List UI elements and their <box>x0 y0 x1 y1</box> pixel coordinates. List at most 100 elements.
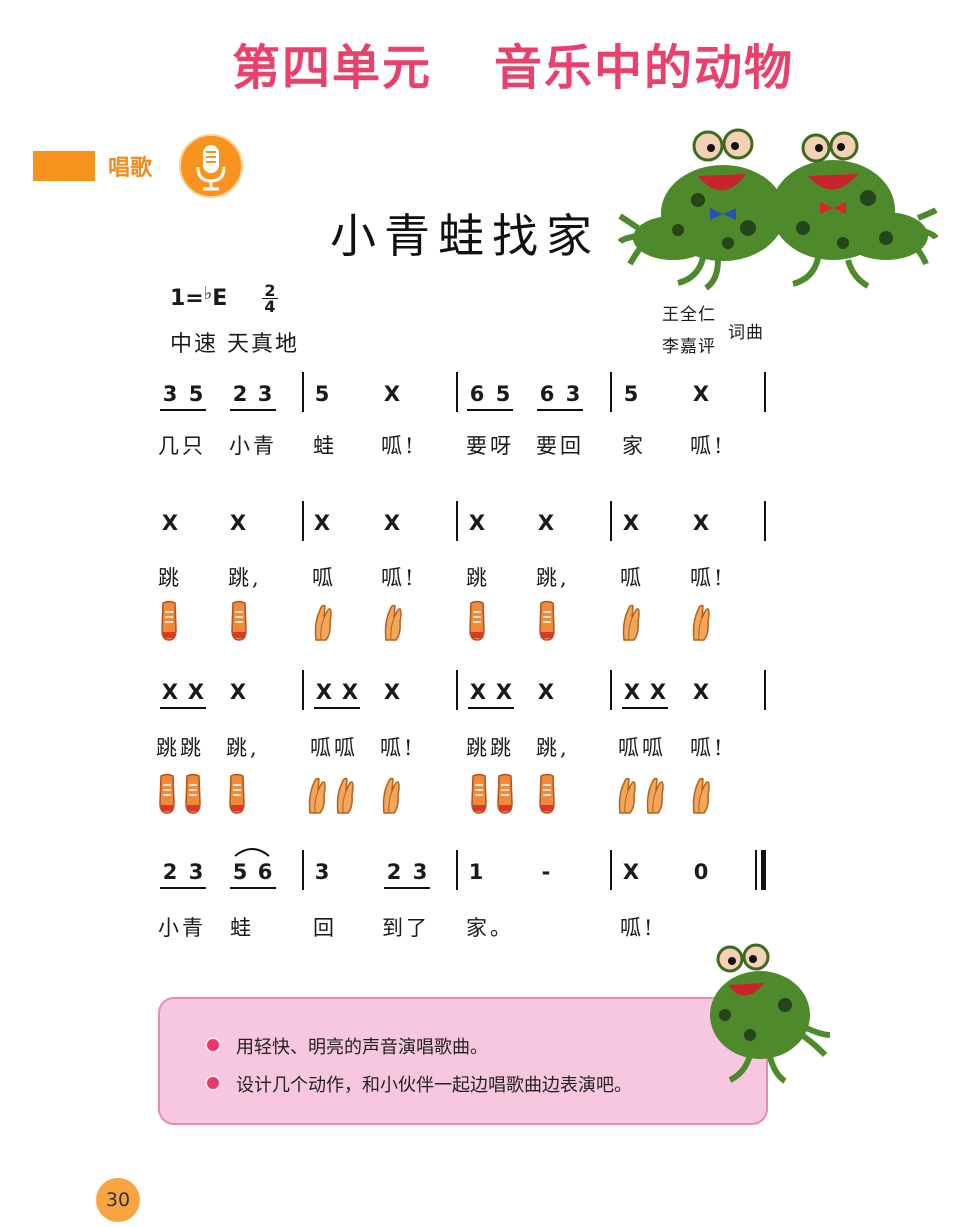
beam <box>622 707 668 709</box>
note: - <box>541 860 551 884</box>
lyric: 呱! <box>380 736 416 760</box>
note: X <box>622 511 640 535</box>
note: X <box>383 680 401 704</box>
note: X <box>383 382 401 406</box>
note: 6 <box>539 382 555 406</box>
section-bar <box>33 151 95 181</box>
barline <box>610 501 612 541</box>
tip-text: 用轻快、明亮的声音演唱歌曲。 <box>236 1037 488 1058</box>
note: X <box>341 680 359 704</box>
note: 2 <box>162 860 178 884</box>
lyric: 回 <box>313 916 337 940</box>
key-note: E <box>212 286 228 311</box>
time-signature: 2 4 <box>259 283 281 316</box>
beam <box>314 707 360 709</box>
note: X <box>313 511 331 535</box>
note: X <box>537 680 555 704</box>
note: 3 <box>412 860 428 884</box>
beam <box>230 887 276 889</box>
stomp-icon <box>229 773 245 814</box>
stomp-icon <box>469 600 485 641</box>
note: 5 <box>314 382 330 406</box>
clap-icon <box>618 777 636 814</box>
page-number: 30 <box>96 1178 140 1222</box>
stomp-icon <box>159 773 175 814</box>
lyric: 到了 <box>382 916 430 940</box>
stomp-icon <box>539 773 555 814</box>
lyric: 跳跳 <box>156 736 204 760</box>
beam <box>160 707 206 709</box>
note: X <box>229 680 247 704</box>
barline <box>456 372 458 412</box>
beam <box>160 887 206 889</box>
unit-title: 第四单元 音乐中的动物 <box>232 28 872 98</box>
lyric: 呱! <box>620 916 656 940</box>
flat-sign: ♭ <box>203 283 213 304</box>
note: 2 <box>232 382 248 406</box>
barline <box>764 372 766 412</box>
barline <box>610 670 612 710</box>
note: X <box>622 860 640 884</box>
stomp-icon <box>161 600 177 641</box>
note: 5 <box>623 382 639 406</box>
note: 1 <box>468 860 484 884</box>
lyric: 呱 <box>312 566 336 590</box>
tip-text: 设计几个动作，和小伙伴一起边唱歌曲边表演吧。 <box>236 1075 632 1096</box>
composer-name: 李嘉评 <box>662 337 716 357</box>
lyric: 蛙 <box>313 434 337 458</box>
stomp-icon <box>497 773 513 814</box>
lyric: 蛙 <box>230 916 254 940</box>
note: X <box>692 511 710 535</box>
stomp-icon <box>185 773 201 814</box>
beam <box>230 409 276 411</box>
note: X <box>692 382 710 406</box>
gesture-row-3 <box>0 773 968 819</box>
clap-icon <box>308 777 326 814</box>
note: 5 <box>188 382 204 406</box>
clap-icon <box>382 777 400 814</box>
tips-box: 用轻快、明亮的声音演唱歌曲。 设计几个动作，和小伙伴一起边唱歌曲边表演吧。 <box>158 997 768 1125</box>
lyric: 跳 <box>158 566 182 590</box>
section-label: 唱歌 <box>108 156 153 181</box>
note: X <box>383 511 401 535</box>
beam <box>384 887 430 889</box>
note: 5 <box>495 382 511 406</box>
note: X <box>161 511 179 535</box>
note: 3 <box>188 860 204 884</box>
lyric: 跳, <box>228 566 262 590</box>
note: X <box>537 511 555 535</box>
note: X <box>187 680 205 704</box>
lyric: 小青 <box>229 434 277 458</box>
clap-icon <box>384 604 402 641</box>
clap-icon <box>622 604 640 641</box>
note: 3 <box>257 382 273 406</box>
bullet-icon <box>205 1037 221 1053</box>
lyricist-name: 王全仁 <box>662 305 716 325</box>
lyric: 呱! <box>690 566 726 590</box>
barline <box>764 670 766 710</box>
beam <box>537 409 583 411</box>
note: X <box>161 680 179 704</box>
lyric: 呱呱 <box>310 736 358 760</box>
stomp-icon <box>231 600 247 641</box>
time-bottom: 4 <box>264 297 276 316</box>
note: 3 <box>565 382 581 406</box>
barline <box>302 670 304 710</box>
lyric: 几只 <box>158 434 206 458</box>
frog-illustration <box>710 943 831 1084</box>
note: X <box>649 680 667 704</box>
final-barline-thin <box>755 850 757 890</box>
tempo-marking: 中速 天真地 <box>170 332 299 357</box>
lyric: 呱呱 <box>618 736 666 760</box>
beam <box>467 409 513 411</box>
score-row-3: X X X X X X X X X X X X <box>0 668 968 716</box>
lyric: 跳, <box>536 736 570 760</box>
frogs-illustration <box>618 128 938 291</box>
beam <box>160 409 206 411</box>
note: X <box>495 680 513 704</box>
lyric: 跳, <box>536 566 570 590</box>
note: X <box>623 680 641 704</box>
lyric: 要呀 <box>466 434 514 458</box>
barline <box>302 372 304 412</box>
key-signature: 1=♭E <box>170 283 228 311</box>
